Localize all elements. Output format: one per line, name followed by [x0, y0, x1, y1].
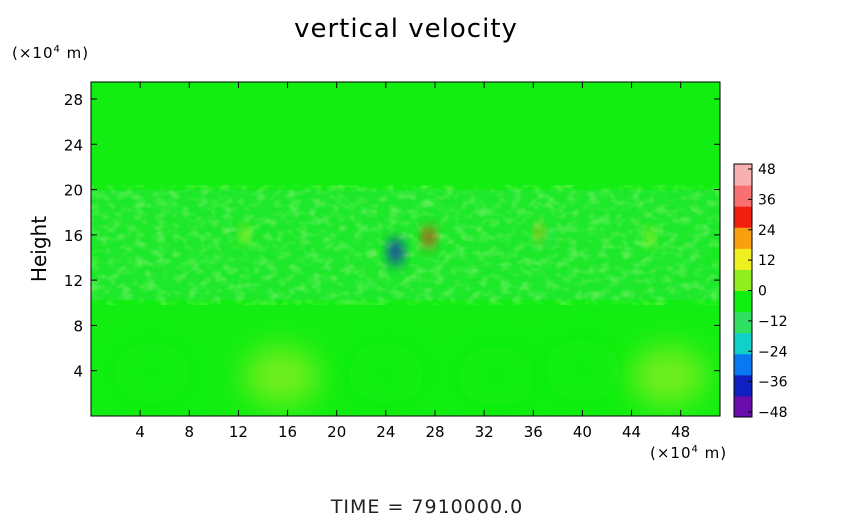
- colorbar-segment: [734, 227, 752, 249]
- colorbar: 48 36 24 12 0 −12 −24 −36 −48: [733, 162, 788, 421]
- colorbar-segment: [734, 185, 752, 207]
- feature-updraft-5: [645, 229, 654, 245]
- colorbar-segment: [734, 164, 752, 186]
- feature-downdraft-10: [347, 342, 424, 403]
- x-axis-ticks: 4 8 12 16 20 24 28 32 36 40 44 48: [135, 82, 690, 441]
- colorbar-segment: [734, 332, 752, 355]
- colorbar-segment: [734, 248, 752, 270]
- x-tick-label: 28: [425, 423, 444, 441]
- colorbar-tick-label: 0: [758, 284, 767, 300]
- x-tick-label: 8: [185, 423, 195, 441]
- colorbar-tick-label: 24: [758, 223, 776, 239]
- feature-updraft-3: [535, 225, 544, 241]
- colorbar-tick-label: −24: [758, 344, 788, 360]
- x-axis-unit-label: (×104 m): [650, 444, 728, 462]
- x-tick-label: 12: [229, 423, 248, 441]
- feature-downdraft-11: [458, 346, 535, 407]
- colorbar-tick-label: −48: [758, 405, 788, 421]
- colorbar-segment: [734, 353, 752, 376]
- colorbar-tick-label: 12: [758, 253, 776, 269]
- y-tick-label: 20: [64, 182, 83, 200]
- x-tick-label: 16: [278, 423, 297, 441]
- plot-frame: [90, 81, 721, 417]
- y-tick-label: 24: [64, 136, 83, 154]
- y-axis-ticks: 4 8 12 16 20 24 28: [64, 91, 720, 381]
- colorbar-tick-label: −12: [758, 314, 788, 330]
- chart-title: vertical velocity: [294, 14, 518, 44]
- colorbar-tick-label: −36: [758, 375, 788, 391]
- y-tick-label: 4: [73, 363, 83, 381]
- x-tick-label: 4: [135, 423, 145, 441]
- x-tick-label: 44: [622, 423, 641, 441]
- velocity-features: [91, 225, 720, 407]
- colorbar-segment: [734, 311, 752, 334]
- feature-updraft-9: [243, 346, 320, 407]
- colorbar-tick-label: 36: [758, 192, 776, 208]
- turbulence-texture: [91, 195, 720, 295]
- feature-downdraft-8: [114, 342, 191, 403]
- y-tick-label: 16: [64, 227, 83, 245]
- colorbar-tick-label: 48: [758, 162, 776, 178]
- feature-updraft-13: [630, 346, 707, 407]
- colorbar-segment: [734, 206, 752, 228]
- x-tick-label: 36: [524, 423, 543, 441]
- feature-downdraft-1: [388, 238, 403, 266]
- feature-downdraft-4: [546, 230, 555, 246]
- feature-updraft-2: [240, 227, 249, 243]
- time-label: TIME = 7910000.0: [330, 496, 524, 518]
- feature-downdraft-7: [711, 249, 720, 265]
- colorbar-segment: [734, 395, 752, 418]
- y-axis-unit-label: (×104 m): [12, 44, 90, 62]
- x-tick-label: 20: [327, 423, 346, 441]
- colorbar-segment: [734, 374, 752, 397]
- y-tick-label: 28: [64, 91, 83, 109]
- feature-downdraft-6: [91, 249, 98, 265]
- y-tick-label: 12: [64, 272, 83, 290]
- feature-downdraft-12: [544, 340, 621, 401]
- plot-area: [91, 82, 720, 416]
- x-tick-label: 24: [376, 423, 395, 441]
- x-tick-label: 48: [671, 423, 690, 441]
- colorbar-segment: [734, 269, 752, 291]
- colorbar-segment: [734, 290, 752, 313]
- x-tick-label: 40: [573, 423, 592, 441]
- y-tick-label: 8: [73, 317, 83, 335]
- feature-updraft-0: [423, 226, 435, 248]
- x-tick-label: 32: [475, 423, 494, 441]
